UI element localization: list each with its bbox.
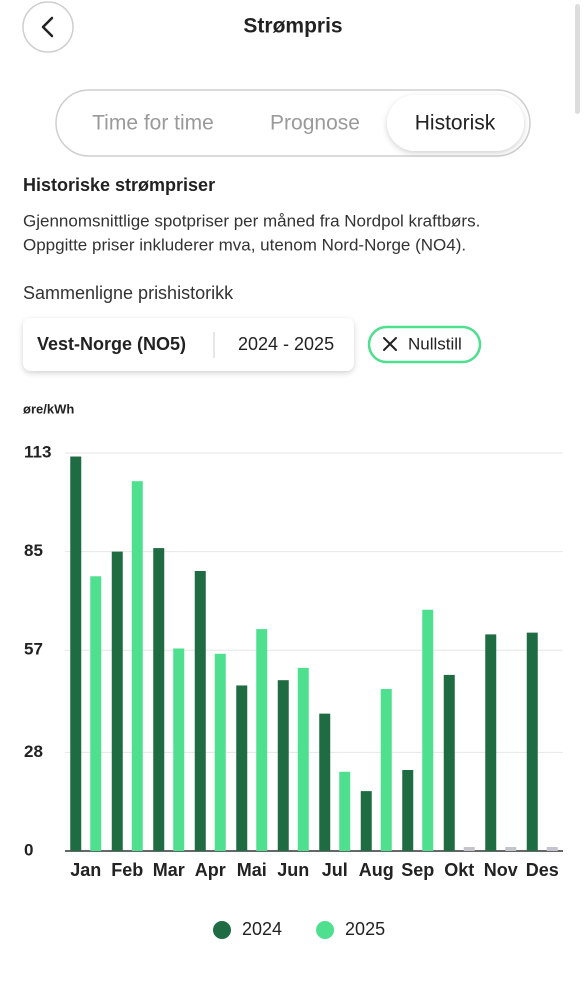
y-tick-label: 28 [24,742,43,761]
bar [70,456,82,851]
x-tick-label: Feb [111,860,143,880]
bar [360,791,372,851]
bar [443,674,455,851]
y-tick-label: 113 [24,442,51,461]
y-tick-label: 0 [24,840,33,859]
empty-placeholder [546,847,558,851]
bar [173,648,185,851]
region: Vest-Norge (NO5) [37,334,186,354]
bar [214,653,226,851]
legend-label: 2025 [345,919,385,939]
x-tick-label: Des [526,860,559,880]
empty-placeholder [505,847,517,851]
y-tick-label: 85 [24,541,43,560]
reset-label: Nullstill [408,334,462,353]
x-tick-label: Okt [444,860,474,880]
tab-selected[interactable]: Historisk [415,112,496,135]
compare-label: Sammenligne prishistorikk [23,283,234,303]
x-tick-label: Apr [195,860,226,880]
section-title: Historiske strømpriser [23,175,215,195]
bar [402,769,414,851]
x-tick-label: Nov [484,860,518,880]
y-tick-label: 57 [24,640,43,659]
reset-button[interactable]: Nullstill [367,325,482,364]
bar [256,629,268,851]
bar [422,609,434,851]
back-button[interactable] [22,1,74,53]
y-axis-label: øre/kWh [23,401,74,416]
bar [153,548,165,851]
bar [339,771,351,851]
tab[interactable]: Time for time [92,112,214,135]
empty-placeholder [463,847,475,851]
legend-label: 2024 [242,919,282,939]
tab[interactable]: Prognose [270,112,360,135]
x-tick-label: Aug [359,860,394,880]
filter-card[interactable]: Vest-Norge (NO5) 2024 - 2025 [23,318,354,371]
description: Gjennomsnittlige spotpriser per måned fr… [23,211,480,230]
x-tick-label: Jun [277,860,309,880]
description: Oppgitte priser inkluderer mva, utenom N… [23,235,466,254]
x-tick-label: Sep [401,860,434,880]
bar [111,551,123,851]
x-tick-label: Jul [322,860,348,880]
bar [319,713,331,851]
bar [526,632,538,851]
bar [194,570,206,851]
x-tick-label: Mar [153,860,185,880]
legend-swatch [316,921,335,939]
chart: 0 28 57 85 113 Jan Feb Mar Apr Mai Jun Jul Aug Sep Okt… [24,442,563,939]
bar [236,685,248,851]
page-title: Strømpris [243,15,342,38]
selected-tab-pill [387,95,524,151]
bar [131,481,143,851]
bar [380,688,392,851]
x-tick-label: Jan [70,860,101,880]
scrollbar [575,4,580,114]
period: 2024 - 2025 [238,334,334,354]
bar [277,680,289,851]
bar [297,667,309,851]
bar [485,634,497,851]
bar [90,576,102,851]
x-tick-label: Mai [237,860,267,880]
legend-swatch [213,921,231,939]
